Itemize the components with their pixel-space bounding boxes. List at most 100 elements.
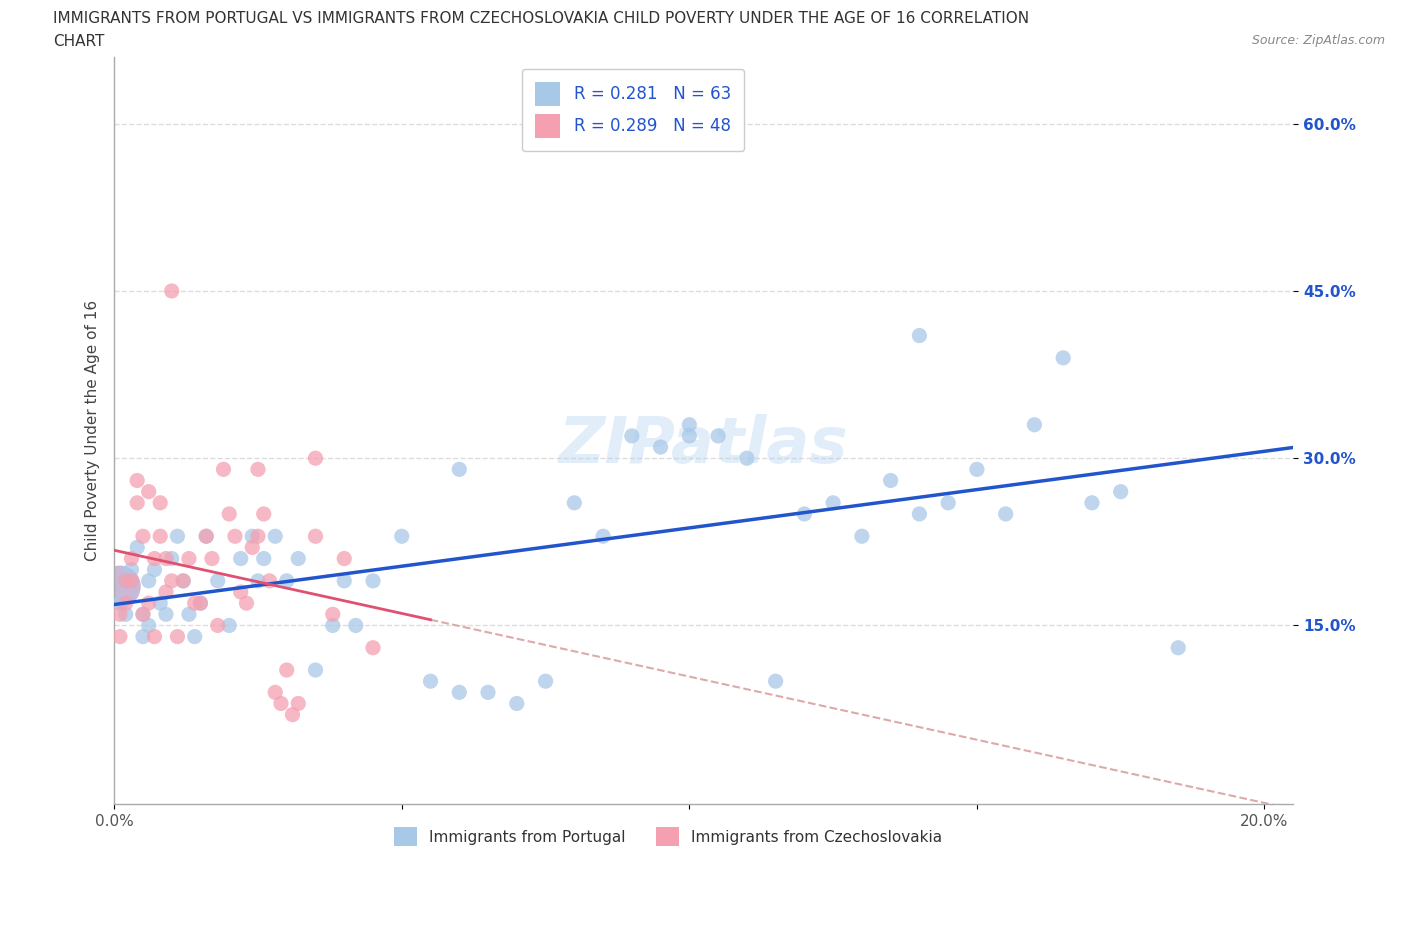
Point (160, 284, 183, 299)
Point (138, 485, 160, 499)
Point (127, 496, 149, 511)
Point (322, 607, 344, 622)
Text: Source: ZipAtlas.com: Source: ZipAtlas.com (1251, 34, 1385, 47)
Point (177, 551, 200, 566)
Point (419, 673, 441, 688)
Point (240, 540, 263, 555)
Point (449, 462, 471, 477)
Point (160, 551, 183, 566)
Point (506, 696, 529, 711)
Point (166, 630, 188, 644)
Point (120, 574, 142, 589)
Point (270, 696, 292, 711)
Point (114, 607, 136, 622)
Point (108, 630, 131, 644)
Point (534, 673, 557, 688)
Point (229, 551, 252, 566)
Point (344, 618, 367, 633)
Point (155, 551, 177, 566)
Point (160, 574, 183, 589)
Point (120, 551, 142, 566)
Point (1109, 485, 1132, 499)
Point (391, 529, 413, 544)
Point (190, 596, 212, 611)
Point (240, 529, 263, 544)
Point (114, 574, 136, 589)
Point (138, 618, 160, 633)
Point (207, 618, 229, 633)
Point (201, 551, 224, 566)
Point (287, 551, 309, 566)
Point (823, 496, 845, 511)
Point (132, 529, 155, 544)
Point (190, 596, 212, 611)
Point (114, 596, 136, 611)
Point (620, 429, 643, 444)
Point (1052, 351, 1074, 365)
Y-axis label: Child Poverty Under the Age of 16: Child Poverty Under the Age of 16 (86, 299, 100, 561)
Point (678, 429, 700, 444)
Point (735, 451, 758, 466)
Point (246, 574, 269, 589)
Point (264, 529, 287, 544)
Point (304, 662, 326, 677)
Point (287, 696, 309, 711)
Point (253, 507, 276, 522)
Point (132, 607, 155, 622)
Point (793, 507, 815, 522)
Point (207, 574, 229, 589)
Point (143, 563, 166, 578)
Point (678, 418, 700, 432)
Point (149, 596, 172, 611)
Point (155, 607, 177, 622)
Point (114, 574, 136, 589)
Text: CHART: CHART (53, 34, 105, 49)
Point (276, 662, 298, 677)
Point (1024, 418, 1046, 432)
Point (108, 607, 131, 622)
Point (246, 529, 269, 544)
Point (246, 462, 269, 477)
Point (592, 529, 614, 544)
Point (138, 596, 160, 611)
Point (195, 529, 218, 544)
Point (361, 574, 384, 589)
Point (276, 574, 298, 589)
Point (333, 574, 356, 589)
Point (908, 507, 931, 522)
Point (994, 507, 1017, 522)
Point (304, 529, 326, 544)
Point (138, 574, 160, 589)
Point (879, 473, 901, 488)
Point (108, 596, 131, 611)
Point (449, 684, 471, 699)
Point (132, 607, 155, 622)
Point (155, 585, 177, 600)
Point (212, 462, 235, 477)
Point (333, 551, 356, 566)
Point (562, 496, 585, 511)
Point (120, 563, 142, 578)
Point (851, 529, 873, 544)
Point (143, 551, 166, 566)
Point (264, 684, 287, 699)
Point (143, 630, 166, 644)
Point (224, 529, 246, 544)
Point (259, 574, 281, 589)
Point (127, 540, 149, 555)
Point (127, 473, 149, 488)
Point (1081, 496, 1104, 511)
Point (166, 529, 188, 544)
Point (304, 451, 326, 466)
Point (183, 630, 205, 644)
Point (229, 585, 252, 600)
Point (195, 529, 218, 544)
Point (218, 507, 240, 522)
Legend: Immigrants from Portugal, Immigrants from Czechoslovakia: Immigrants from Portugal, Immigrants fro… (388, 821, 949, 852)
Point (235, 596, 257, 611)
Point (477, 684, 499, 699)
Point (281, 707, 304, 722)
Point (218, 618, 240, 633)
Text: ZIPatlas: ZIPatlas (560, 414, 848, 476)
Point (966, 462, 988, 477)
